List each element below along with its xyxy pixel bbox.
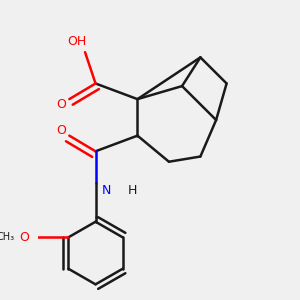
Text: O: O [56,124,66,137]
Text: CH₃: CH₃ [0,232,14,242]
Text: O: O [56,98,66,111]
Text: H: H [128,184,137,197]
Text: OH: OH [68,35,87,48]
Text: N: N [101,184,111,197]
Text: O: O [19,231,29,244]
